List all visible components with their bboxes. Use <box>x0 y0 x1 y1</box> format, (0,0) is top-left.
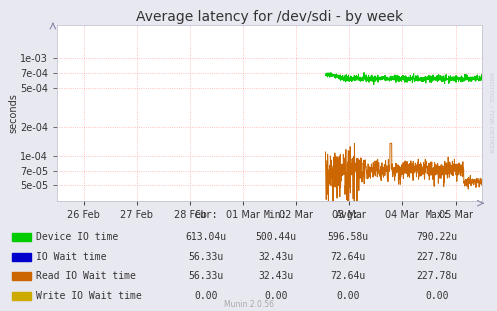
Text: Max:: Max: <box>425 210 449 220</box>
Text: Cur:: Cur: <box>194 210 218 220</box>
Text: 227.78u: 227.78u <box>417 252 458 262</box>
Text: 72.64u: 72.64u <box>331 271 365 281</box>
Text: 0.00: 0.00 <box>425 291 449 301</box>
Text: 0.00: 0.00 <box>336 291 360 301</box>
Text: Device IO time: Device IO time <box>36 232 118 242</box>
Text: RRDTOOL / TOBI OETIKER: RRDTOOL / TOBI OETIKER <box>489 72 494 152</box>
Text: 790.22u: 790.22u <box>417 232 458 242</box>
Text: 56.33u: 56.33u <box>189 252 224 262</box>
Bar <box>12 253 31 261</box>
Bar <box>12 233 31 241</box>
Y-axis label: seconds: seconds <box>8 93 18 133</box>
Text: IO Wait time: IO Wait time <box>36 252 107 262</box>
Text: Read IO Wait time: Read IO Wait time <box>36 271 136 281</box>
Text: 0.00: 0.00 <box>264 291 288 301</box>
Text: 32.43u: 32.43u <box>258 252 293 262</box>
Bar <box>12 272 31 280</box>
Text: 0.00: 0.00 <box>194 291 218 301</box>
Text: 227.78u: 227.78u <box>417 271 458 281</box>
Text: 500.44u: 500.44u <box>255 232 296 242</box>
Text: 56.33u: 56.33u <box>189 271 224 281</box>
Text: Write IO Wait time: Write IO Wait time <box>36 291 142 301</box>
Text: 613.04u: 613.04u <box>186 232 227 242</box>
Text: Avg:: Avg: <box>336 210 360 220</box>
Text: Munin 2.0.56: Munin 2.0.56 <box>224 299 273 309</box>
Text: 32.43u: 32.43u <box>258 271 293 281</box>
Bar <box>12 292 31 300</box>
Title: Average latency for /dev/sdi - by week: Average latency for /dev/sdi - by week <box>136 10 403 24</box>
Text: 596.58u: 596.58u <box>328 232 368 242</box>
Text: Min:: Min: <box>264 210 288 220</box>
Text: 72.64u: 72.64u <box>331 252 365 262</box>
